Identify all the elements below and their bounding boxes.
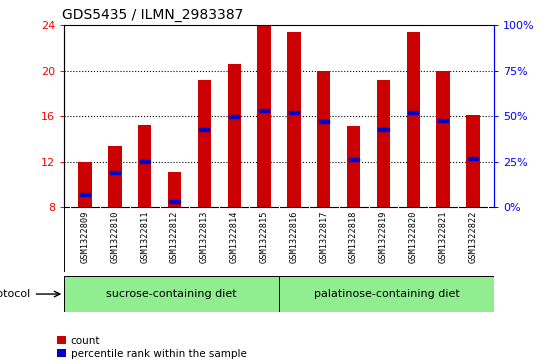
- Bar: [78, 162, 92, 207]
- Bar: [407, 32, 420, 207]
- Bar: [319, 121, 329, 123]
- Bar: [436, 71, 450, 207]
- Bar: [257, 25, 271, 207]
- Text: GSM1322821: GSM1322821: [439, 210, 448, 263]
- Bar: [80, 193, 90, 196]
- Bar: [408, 111, 418, 114]
- Bar: [140, 160, 150, 163]
- Bar: [108, 146, 122, 207]
- Bar: [229, 115, 239, 118]
- Bar: [279, 276, 494, 312]
- Text: GSM1322813: GSM1322813: [200, 210, 209, 263]
- Bar: [138, 125, 151, 207]
- Text: GSM1322822: GSM1322822: [469, 210, 478, 263]
- Text: GSM1322814: GSM1322814: [230, 210, 239, 263]
- Text: GSM1322816: GSM1322816: [290, 210, 299, 263]
- Bar: [377, 80, 390, 207]
- Legend: count, percentile rank within the sample: count, percentile rank within the sample: [53, 331, 251, 363]
- Text: GSM1322819: GSM1322819: [379, 210, 388, 263]
- Bar: [64, 276, 279, 312]
- Bar: [170, 200, 180, 203]
- Text: GSM1322812: GSM1322812: [170, 210, 179, 263]
- Text: protocol: protocol: [0, 289, 30, 299]
- Bar: [110, 171, 120, 174]
- Bar: [289, 111, 299, 114]
- Text: GSM1322810: GSM1322810: [110, 210, 119, 263]
- Bar: [198, 80, 211, 207]
- Bar: [64, 207, 494, 272]
- Bar: [347, 126, 360, 207]
- Bar: [259, 109, 269, 112]
- Text: GSM1322809: GSM1322809: [80, 210, 89, 263]
- Bar: [468, 157, 478, 160]
- Text: GDS5435 / ILMN_2983387: GDS5435 / ILMN_2983387: [62, 8, 243, 22]
- Bar: [168, 172, 181, 207]
- Text: GSM1322817: GSM1322817: [319, 210, 328, 263]
- Bar: [317, 71, 330, 207]
- Bar: [199, 128, 209, 131]
- Text: GSM1322820: GSM1322820: [409, 210, 418, 263]
- Bar: [438, 119, 448, 122]
- Bar: [287, 32, 301, 207]
- Bar: [228, 64, 241, 207]
- Text: GSM1322818: GSM1322818: [349, 210, 358, 263]
- Bar: [349, 158, 359, 161]
- Text: palatinose-containing diet: palatinose-containing diet: [314, 289, 459, 299]
- Text: GSM1322811: GSM1322811: [140, 210, 149, 263]
- Text: sucrose-containing diet: sucrose-containing diet: [106, 289, 237, 299]
- Text: GSM1322815: GSM1322815: [259, 210, 268, 263]
- Bar: [378, 128, 388, 131]
- Bar: [466, 115, 480, 207]
